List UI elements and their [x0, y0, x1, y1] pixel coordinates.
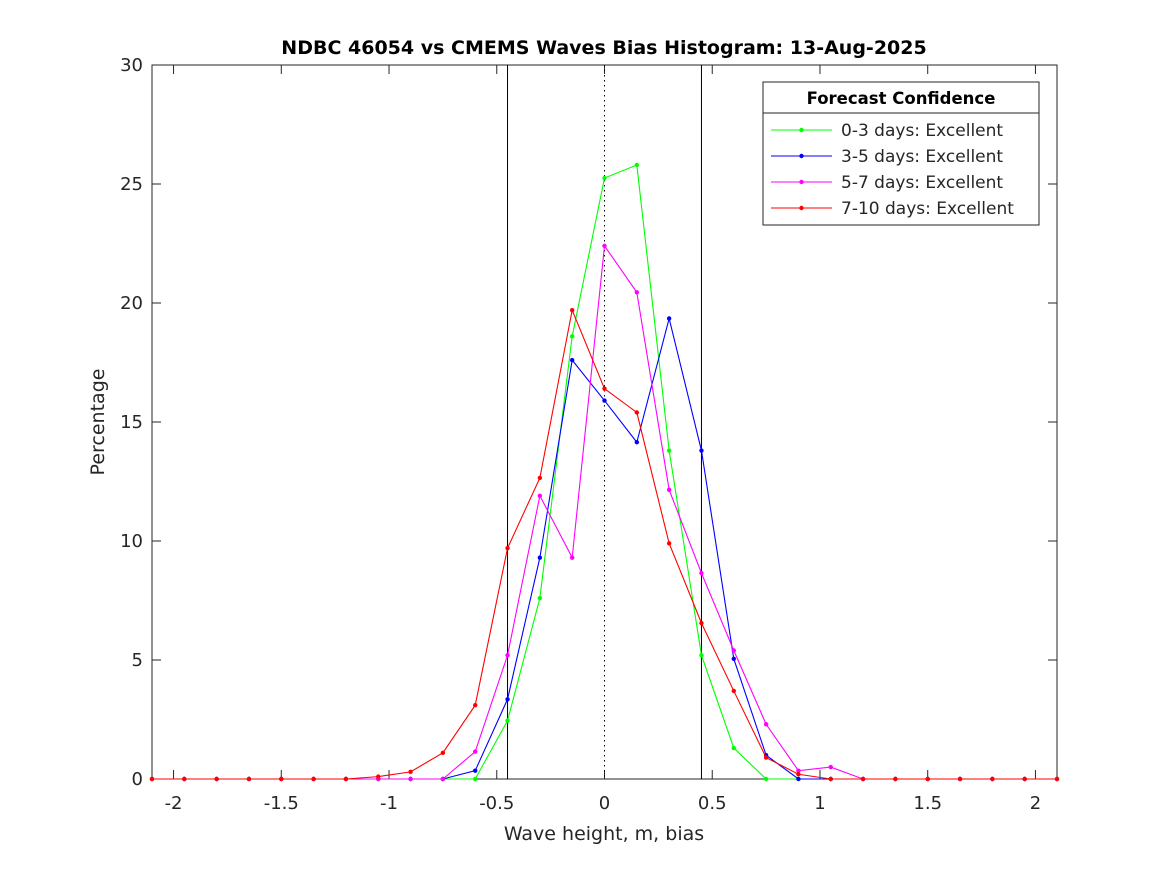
series-4-point [279, 776, 284, 782]
x-tick-label: 0.5 [698, 793, 727, 814]
y-tick-label: 0 [132, 769, 143, 790]
x-axis-label: Wave height, m, bias [504, 823, 704, 845]
series-4-point [1054, 776, 1060, 782]
series-1-point [569, 334, 575, 339]
series-3-point [731, 648, 736, 653]
series-4-point [957, 776, 963, 782]
series-2-point [731, 656, 736, 662]
x-tick-label: 2 [1030, 793, 1041, 814]
legend-swatch-marker [799, 179, 804, 185]
chart-title: NDBC 46054 vs CMEMS Waves Bias Histogram… [281, 37, 926, 59]
series-1-point [473, 776, 478, 782]
x-tick-label: 1.5 [913, 793, 942, 814]
legend-box [762, 81, 1040, 226]
series-4-point [246, 776, 252, 782]
series-3-point [666, 487, 672, 493]
series-3-point [634, 290, 640, 295]
series-4-point [925, 776, 930, 782]
series-4-point [149, 776, 155, 782]
x-tick-label: 0 [599, 793, 610, 814]
series-4-point [828, 776, 833, 782]
series-4-point [893, 776, 898, 782]
series-3-point [440, 776, 446, 782]
legend-swatch-marker [799, 153, 804, 159]
series-1-point [666, 448, 672, 453]
series-2-point [666, 316, 672, 321]
series-3-point [505, 653, 510, 658]
series-3-point [537, 493, 543, 498]
series-4-point [376, 774, 381, 779]
x-tick-label: -2 [165, 793, 183, 814]
y-axis-label: Percentage [87, 369, 109, 476]
series-2-point [699, 448, 704, 453]
series-4-point [214, 776, 219, 782]
x-tick-label: -1.5 [264, 793, 299, 814]
series-4-point [731, 688, 736, 694]
y-tick-label: 10 [120, 531, 143, 552]
series-2-point [473, 768, 478, 773]
series-4-point [634, 410, 640, 415]
series-4-point [602, 386, 607, 391]
series-1-point [634, 162, 640, 168]
series-4-point [1022, 776, 1027, 782]
series-4-point [182, 776, 187, 782]
legend-swatch-marker [799, 205, 804, 211]
series-4-point [666, 541, 672, 546]
series-2-point [569, 357, 575, 363]
series-4-point [990, 776, 995, 782]
legend-title: Forecast Confidence [807, 89, 996, 108]
series-1-point [763, 776, 769, 782]
legend-entry-label: 7-10 days: Excellent [841, 199, 1014, 219]
legend-entry-label: 3-5 days: Excellent [841, 147, 1003, 167]
x-tick-label: -0.5 [479, 793, 514, 814]
series-4-point [699, 620, 704, 626]
series-2-point [602, 398, 607, 403]
series-4-point [763, 755, 769, 760]
legend-entry-label: 5-7 days: Excellent [841, 173, 1003, 193]
series-3-point [408, 776, 413, 782]
y-tick-label: 30 [120, 55, 143, 76]
series-3-point [763, 722, 769, 727]
x-tick-label: -1 [380, 793, 398, 814]
series-4-point [440, 750, 446, 756]
series-4-point [537, 475, 543, 481]
series-4-point [796, 772, 801, 777]
series-2-point [796, 776, 801, 782]
series-4-point [311, 776, 316, 782]
series-3-point [699, 570, 704, 576]
series-4-point [473, 703, 478, 708]
series-1-point [537, 595, 543, 601]
series-2-point [537, 555, 543, 560]
y-tick-label: 25 [120, 174, 143, 195]
legend-swatch-marker [799, 127, 804, 133]
y-tick-label: 5 [132, 650, 143, 671]
legend: Forecast Confidence 0-3 days: Excellent 3… [762, 81, 1040, 226]
series-4-point [505, 545, 510, 551]
y-tick-label: 20 [120, 293, 143, 314]
series-4-point [569, 307, 575, 313]
series-3-point [828, 764, 833, 770]
series-1-point [699, 653, 704, 658]
series-4-point [408, 769, 413, 775]
y-tick-label: 15 [120, 412, 143, 433]
series-1-point [602, 175, 607, 181]
series-3-point [473, 749, 478, 754]
series-2-point [505, 697, 510, 702]
series-3-point [602, 243, 607, 249]
series-4-point [860, 776, 866, 782]
series-3-point [569, 555, 575, 560]
series-4-point [343, 776, 349, 782]
series-1-point [731, 745, 736, 751]
series-2-point [634, 440, 640, 445]
legend-entry-label: 0-3 days: Excellent [841, 121, 1003, 141]
series-1-point [505, 718, 510, 723]
series-3-point [796, 768, 801, 773]
x-tick-label: 1 [814, 793, 825, 814]
